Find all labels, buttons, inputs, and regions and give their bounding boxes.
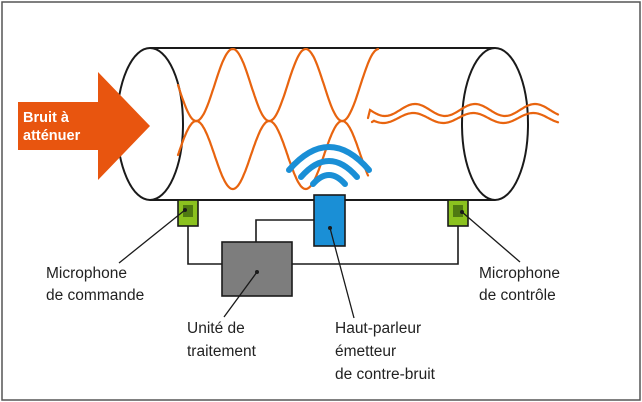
- noise-arrow-label-line2: atténuer: [23, 128, 81, 144]
- command-mic-label-line1: Microphone: [46, 265, 127, 282]
- processing-unit-label-line1: Unité de: [187, 320, 245, 337]
- speaker-label-line2: émetteur: [335, 343, 396, 360]
- speaker-icon: [313, 194, 346, 247]
- callout-dot: [328, 226, 332, 230]
- callout-lines: [118, 209, 521, 319]
- control-mic-label-line1: Microphone: [479, 265, 560, 282]
- speaker-label-line1: Haut-parleur: [335, 320, 421, 337]
- command-mic-label-line2: de commande: [46, 287, 144, 304]
- residual-wave: [366, 102, 560, 120]
- residual-wave: [370, 111, 560, 125]
- command-mic-label: Microphone de commande: [46, 265, 144, 304]
- processing-unit-label: Unité de traitement: [187, 320, 257, 360]
- callout-dot: [255, 270, 259, 274]
- noise-wave: [176, 48, 380, 123]
- processing-unit-label-line2: traitement: [187, 343, 257, 360]
- callout-dot: [183, 208, 187, 212]
- callout-dot: [460, 210, 464, 214]
- noise-arrow-label-line1: Bruit à: [23, 110, 70, 126]
- tube-right-end: [461, 47, 529, 201]
- control-microphone: [447, 199, 469, 227]
- anti-noise-wave: [176, 119, 370, 191]
- control-mic-label-line2: de contrôle: [479, 287, 556, 304]
- speaker-label: Haut-parleur émetteur de contre-bruit: [335, 320, 436, 383]
- command-microphone: [177, 199, 199, 227]
- speaker-label-line3: de contre-bruit: [335, 366, 436, 383]
- processor-icon: [221, 241, 293, 297]
- wifi-signal-icon: [286, 144, 372, 187]
- right-arrow-icon: [18, 72, 150, 180]
- wiring: [187, 219, 459, 265]
- noise-arrow: Bruit à atténuer: [18, 72, 150, 180]
- control-mic-label: Microphone de contrôle: [479, 265, 560, 304]
